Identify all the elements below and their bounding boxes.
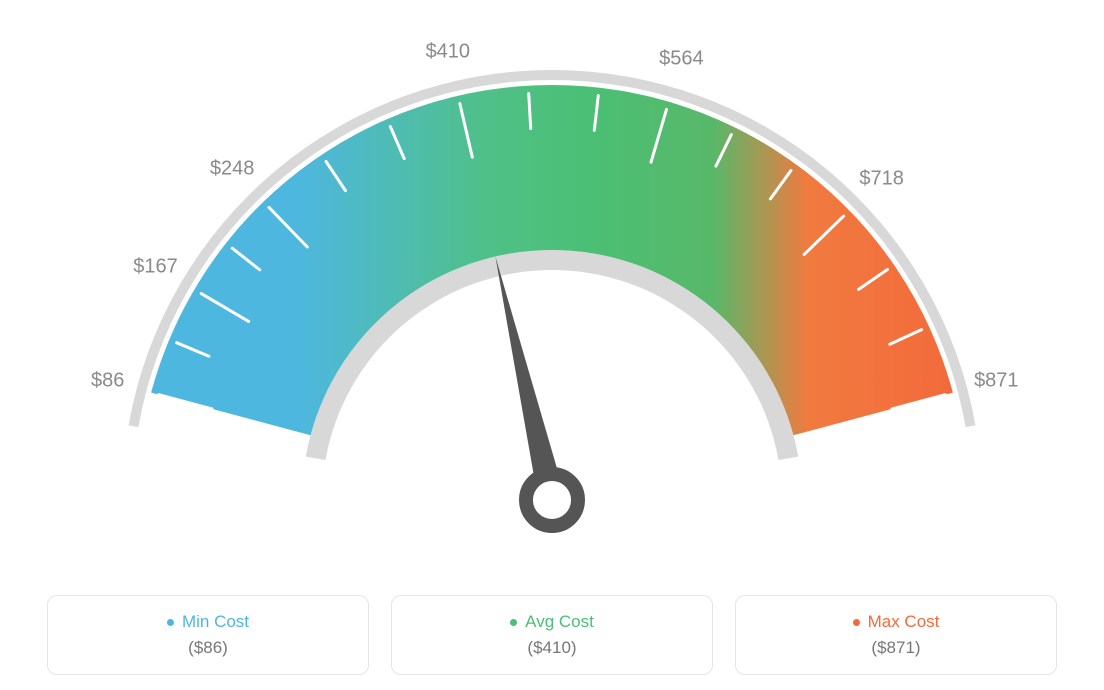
legend-dot-avg [510,619,517,626]
legend-label-avg: Avg Cost [525,612,594,632]
gauge-tick-label: $248 [210,158,255,181]
legend-value-max: ($871) [871,638,920,658]
legend: Min Cost ($86) Avg Cost ($410) Max Cost … [0,595,1104,675]
legend-card-max: Max Cost ($871) [735,595,1057,675]
legend-card-min: Min Cost ($86) [47,595,369,675]
chart-container: $86 $167 $248 $410 $564 $718 $871 Min Cost ($8… [0,0,1104,690]
gauge-svg [0,0,1104,560]
legend-label-min: Min Cost [182,612,249,632]
gauge-tick-label: $564 [659,47,704,70]
legend-value-avg: ($410) [527,638,576,658]
gauge-tick-label: $410 [426,40,471,63]
gauge-chart: $86 $167 $248 $410 $564 $718 $871 [0,0,1104,560]
gauge-tick-label: $871 [974,369,1019,392]
legend-dot-min [167,619,174,626]
gauge-tick-label: $86 [91,369,124,392]
legend-value-min: ($86) [188,638,228,658]
gauge-tick-label: $718 [859,168,904,191]
legend-dot-max [853,619,860,626]
gauge-tick-label: $167 [133,255,178,278]
legend-card-avg: Avg Cost ($410) [391,595,713,675]
legend-label-max: Max Cost [868,612,940,632]
